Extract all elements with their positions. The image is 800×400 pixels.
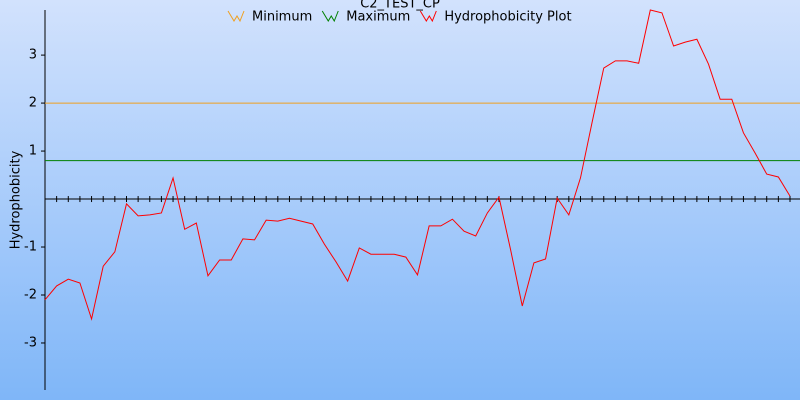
y-tick-label: 2 — [29, 96, 37, 111]
y-tick-label: -2 — [24, 288, 37, 303]
y-axis-label: Hydrophobicity — [9, 150, 24, 249]
legend-icon — [419, 10, 437, 23]
chart-title: C2_TEST_CP — [360, 0, 440, 12]
legend-label: Maximum — [346, 10, 410, 25]
legend-icon — [321, 10, 339, 23]
y-tick-label: -3 — [24, 335, 37, 350]
legend-label: Hydrophobicity Plot — [444, 10, 571, 25]
y-tick-label: -1 — [24, 240, 37, 255]
legend-label: Minimum — [252, 10, 312, 25]
data-line — [44, 9, 791, 321]
y-tick-label: 1 — [29, 144, 37, 159]
legend-icon — [227, 10, 245, 23]
y-tick-label: 3 — [29, 48, 37, 63]
